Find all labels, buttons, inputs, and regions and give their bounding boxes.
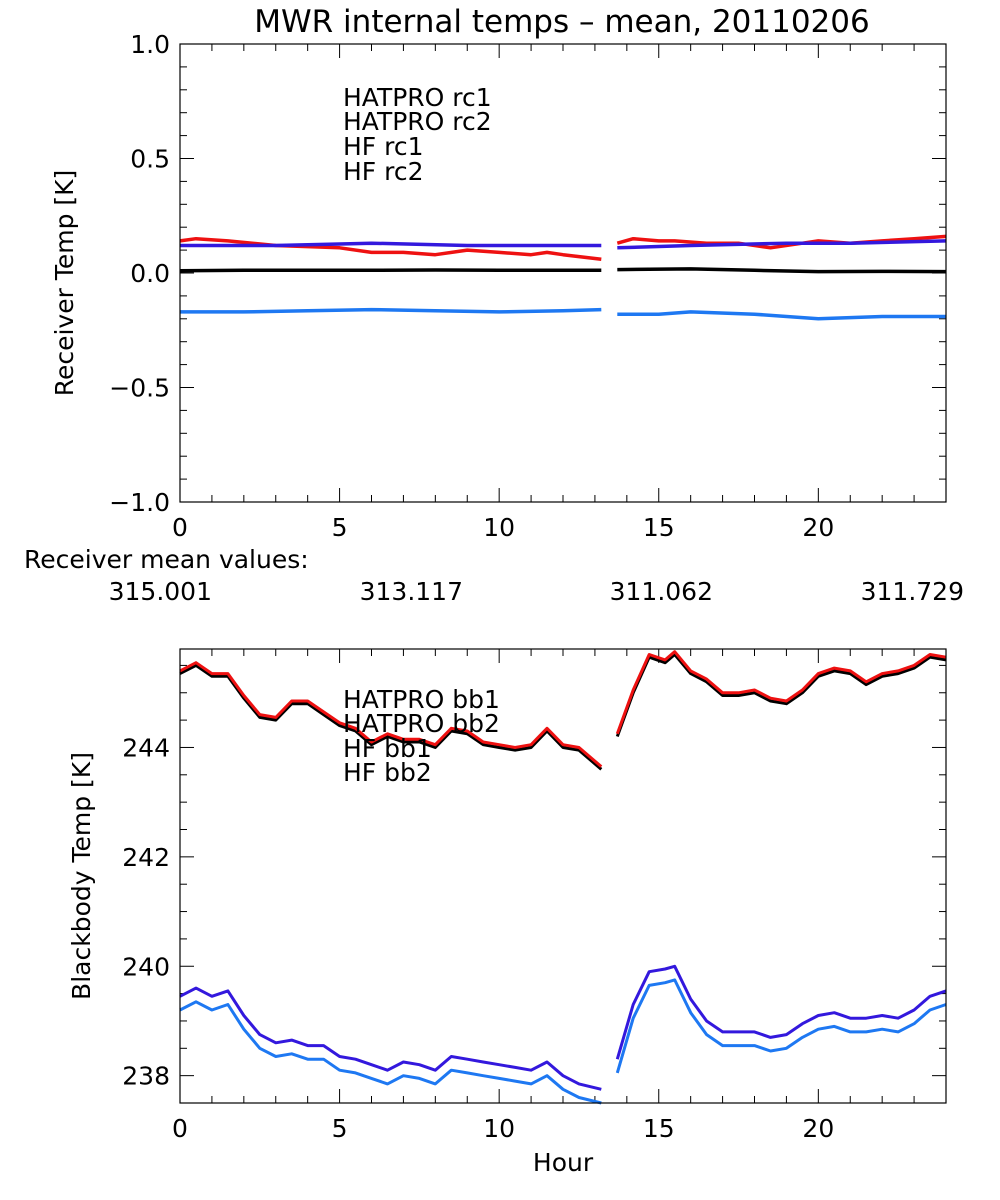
series-line-hatpro-bb1 [179,663,603,771]
y-tick-label: 0.5 [130,145,170,174]
series-line-hf-rc2 [180,307,602,314]
series-line-hf-bb1 [179,986,602,1091]
x-tick-label: 5 [332,1114,348,1143]
receiver-legend: HATPRO rc1 HATPRO rc2 HF rc1 HF rc2 [343,83,492,186]
receiver-y-axis-label: Receiver Temp [K] [50,170,79,397]
legend-entry: HATPRO rc1 [343,83,492,112]
x-tick-label: 0 [172,513,188,542]
chart-title: MWR internal temps – mean, 20110206 [254,4,869,40]
x-tick-label: 10 [483,1114,515,1143]
y-tick-label: −1.0 [109,488,170,517]
series-line-hatpro-bb1 [615,653,947,738]
y-tick-label: 242 [122,843,170,872]
series-line-hatpro-rc2 [179,236,602,262]
series-line-hatpro-rc1 [179,268,602,273]
series-line-hatpro-bb2 [179,661,603,768]
blackbody-plot-frame [179,648,947,1104]
x-tick-label: 20 [802,513,834,542]
x-tick-label: 10 [483,513,515,542]
series-line-hatpro-rc1 [617,267,947,274]
x-tick-label: 5 [332,513,348,542]
x-tick-label: 20 [802,1114,834,1143]
series-line-hatpro-bb2 [615,650,947,735]
x-axis-label: Hour [533,1148,594,1177]
y-tick-label: 0.0 [130,259,170,288]
blackbody-legend: HATPRO bb1 HATPRO bb2 HF bb1 HF bb2 [343,685,500,787]
legend-entry: HF bb1 [343,734,432,763]
legend-entry: HATPRO bb1 [343,685,500,714]
y-tick-label: 244 [122,733,170,762]
legend-entry: HF bb2 [343,758,432,787]
legend-entry: HF rc1 [343,132,424,161]
series-line-hf-rc1 [180,241,602,248]
receiver-mean-hatpro-rc2: 313.117 [360,577,463,606]
receiver-temp-panel: 0 5 10 15 20 −1.0 −0.5 0.0 0.5 1.0 [109,30,947,542]
blackbody-temp-panel: 0 5 10 15 20 238 240 242 244 [122,648,947,1143]
series-line-hf-rc1 [617,239,947,250]
series-line-hf-bb1 [615,964,947,1060]
x-tick-label: 15 [643,1114,675,1143]
y-tick-label: 238 [122,1062,170,1091]
x-tick-label: 0 [172,1114,188,1143]
receiver-mean-hf-rc1: 311.062 [610,577,713,606]
legend-entry: HATPRO rc2 [343,107,492,136]
receiver-mean-hf-rc2: 311.729 [861,577,964,606]
receiver-plot-frame [179,43,947,503]
y-tick-label: −0.5 [109,374,170,403]
series-line-hf-bb2 [179,1000,602,1105]
series-line-hf-bb2 [615,978,947,1074]
series-line-hf-rc2 [617,310,946,321]
x-tick-label: 15 [643,513,675,542]
receiver-mean-label: Receiver mean values: [24,545,309,574]
y-tick-label: 1.0 [130,30,170,59]
receiver-mean-hatpro-rc1: 315.001 [109,577,212,606]
blackbody-y-axis-label: Blackbody Temp [K] [67,752,96,1000]
legend-entry: HATPRO bb2 [343,709,500,738]
legend-entry: HF rc2 [343,157,424,186]
y-tick-label: 240 [122,952,170,981]
